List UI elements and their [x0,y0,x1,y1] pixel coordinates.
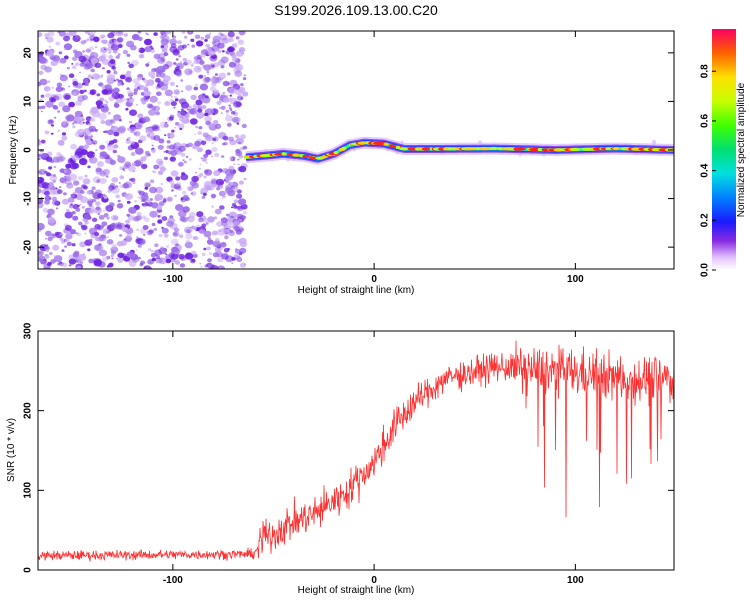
spectrogram-ytick-label: -20 [23,239,34,254]
colorbar-label: Normalized spectral amplitude [736,82,747,217]
spectrogram-ytick-label: 20 [23,47,34,59]
snr-ytick-label: 0 [23,567,34,573]
snr-plot-area [38,340,674,562]
spectrogram-xtick-label: 100 [567,274,584,285]
chart-title: S199.2026.109.13.00.C20 [274,2,438,18]
colorbar-tick-label: 0.0 [700,263,711,277]
colorbar-tick-label: 0.4 [700,163,711,177]
spectrogram-plot-area [38,31,674,269]
ridge-core [243,141,674,160]
colorbar-tick-label: 0.8 [700,64,711,78]
spectrogram-ytick-label: -10 [23,191,34,206]
spectrogram-x-label: Height of straight line (km) [298,285,415,296]
snr-xtick-label: -100 [163,575,183,586]
snr-ytick-label: 200 [23,402,34,419]
spectrogram-xtick-label: -100 [163,274,183,285]
snr-xtick-label: 0 [371,575,377,586]
colorbar: 0.0 0.2 0.4 0.6 0.8 Normalized spectral ampl… [700,29,747,277]
spectrogram-ytick-label: 10 [23,95,34,107]
snr-x-label: Height of straight line (km) [298,585,415,596]
snr-xtick-label: 100 [567,575,584,586]
colorbar-gradient [712,29,736,270]
spectrogram-xtick-label: 0 [371,274,377,285]
snr-panel: -100 0 100 0 100 200 300 Height of straight li… [6,322,675,596]
colorbar-ticks: 0.0 0.2 0.4 0.6 0.8 [700,64,716,277]
snr-ytick-label: 300 [23,322,34,339]
snr-ticks: -100 0 100 0 100 200 300 [23,322,674,586]
colorbar-tick-label: 0.6 [700,114,711,128]
noise-speckle [38,31,249,269]
snr-series-line [38,340,674,562]
snr-frame [37,330,675,571]
spectrogram-ytick-label: 0 [23,147,34,153]
spectrogram-y-label: Frequency (Hz) [8,116,19,185]
snr-y-label: SNR (10 * v/v) [6,418,17,482]
colorbar-tick-label: 0.2 [700,213,711,227]
snr-ytick-label: 100 [23,482,34,499]
